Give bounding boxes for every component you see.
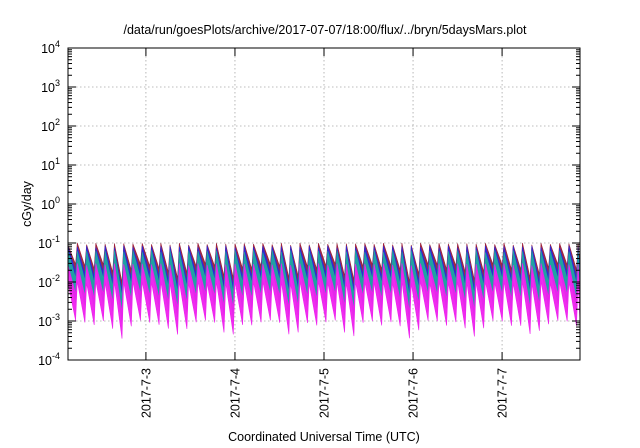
y-tick-mantissa: 10 — [38, 354, 52, 368]
grid — [68, 48, 580, 360]
y-tick-exponent: -4 — [52, 351, 60, 361]
y-tick-label: 101 — [41, 156, 60, 173]
x-axis-label: Coordinated Universal Time (UTC) — [228, 430, 420, 444]
y-tick-mantissa: 10 — [41, 159, 55, 173]
y-tick-label: 10-1 — [38, 234, 60, 251]
x-tick-label: 2017-7-3 — [139, 368, 153, 418]
y-tick-label: 104 — [41, 39, 60, 56]
y-tick-label: 10-3 — [38, 312, 60, 329]
y-tick-mantissa: 10 — [41, 120, 55, 134]
y-tick-label: 10-2 — [38, 273, 60, 290]
y-tick-mantissa: 10 — [41, 198, 55, 212]
y-tick-label: 10-4 — [38, 351, 60, 368]
x-tick-label: 2017-7-7 — [496, 368, 510, 418]
y-tick-exponent: -1 — [52, 234, 60, 244]
x-tick-label: 2017-7-6 — [407, 368, 421, 418]
y-tick-exponent: 1 — [55, 156, 60, 166]
y-tick-exponent: -2 — [52, 273, 60, 283]
y-tick-exponent: 3 — [55, 78, 60, 88]
x-tick-label: 2017-7-4 — [228, 368, 242, 418]
y-tick-label: 103 — [41, 78, 60, 95]
y-tick-mantissa: 10 — [41, 81, 55, 95]
y-tick-mantissa: 10 — [38, 276, 52, 290]
y-tick-mantissa: 10 — [38, 315, 52, 329]
y-tick-label: 102 — [41, 117, 60, 134]
y-tick-exponent: 2 — [55, 117, 60, 127]
y-tick-mantissa: 10 — [41, 42, 55, 56]
y-tick-mantissa: 10 — [38, 237, 52, 251]
chart-title: /data/run/goesPlots/archive/2017-07-07/1… — [123, 23, 527, 37]
y-axis-label: cGy/day — [20, 180, 34, 227]
x-tick-labels: 2017-7-3 2017-7-4 2017-7-5 2017-7-6 2017-7-7 — [139, 368, 509, 418]
axis-ticks — [68, 47, 580, 361]
y-tick-label: 100 — [41, 195, 60, 212]
y-tick-exponent: -3 — [52, 312, 60, 322]
y-tick-exponent: 4 — [55, 39, 60, 49]
x-tick-label: 2017-7-5 — [318, 368, 332, 418]
y-tick-exponent: 0 — [55, 195, 60, 205]
